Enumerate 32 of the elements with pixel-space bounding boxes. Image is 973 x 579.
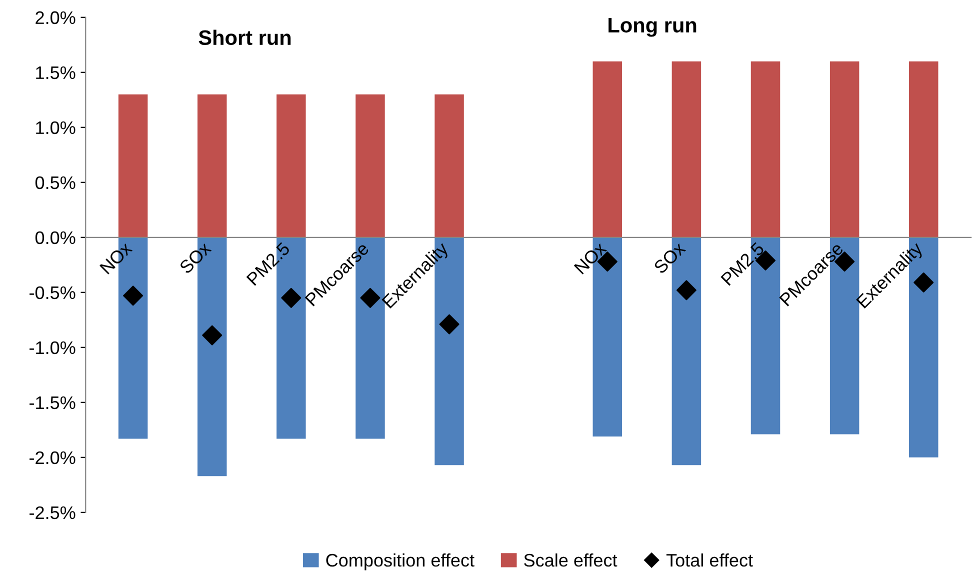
annotation: Long run (608, 18, 696, 37)
x-tick-label: SOx (178, 241, 212, 274)
bar (118, 94, 148, 238)
bar (197, 94, 227, 238)
bar (672, 61, 702, 238)
y-tick-label: -2.0% (30, 451, 76, 464)
y-tick-label: -1.5% (30, 396, 76, 410)
point (123, 286, 144, 306)
y-tick-label: -2.5% (30, 506, 76, 520)
y-tick-label: 1.5% (36, 66, 76, 80)
y-tick-label: 2.0% (36, 11, 76, 24)
y-tick-label: 0.0% (35, 231, 76, 244)
bar (434, 94, 464, 238)
legend-label: Composition effect (326, 553, 474, 570)
bar (750, 61, 780, 238)
annotation: Short run (198, 30, 291, 46)
legend-label: Scale effect (524, 553, 618, 567)
y-tick-label: 1.0% (36, 121, 76, 134)
x-tick-label: SOx (653, 241, 686, 274)
y-tick-label: 0.5% (35, 176, 76, 190)
bar (830, 61, 860, 238)
y-tick-label: -0.5% (30, 286, 76, 300)
legend-label: Total effect (666, 553, 753, 567)
bar (908, 61, 938, 238)
bar (356, 94, 385, 238)
y-tick-label: -1.0% (30, 341, 76, 354)
point (281, 288, 302, 308)
point (676, 280, 696, 300)
point (439, 314, 460, 334)
bar (276, 94, 306, 238)
point (202, 325, 222, 346)
bar (592, 61, 622, 238)
